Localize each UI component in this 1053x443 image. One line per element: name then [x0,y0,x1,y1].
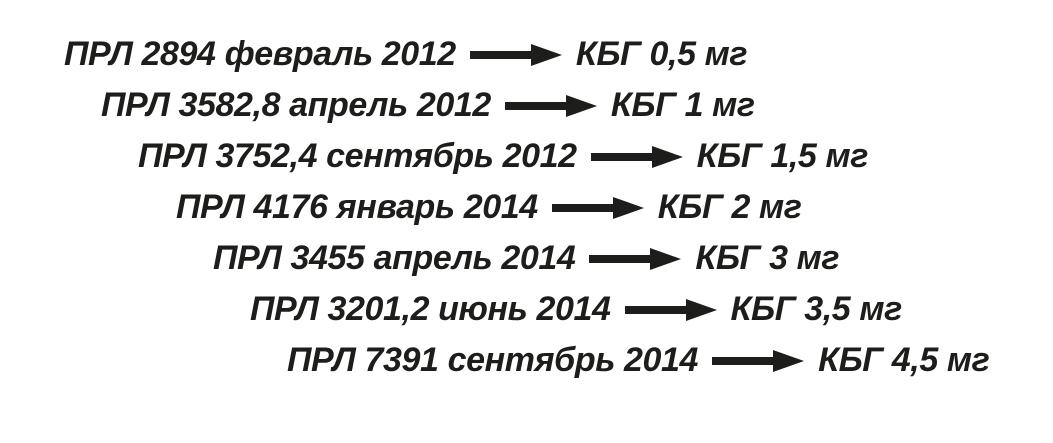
right-arrow-icon [712,349,805,372]
therapy-step-row: ПРЛ 2894 февраль 2012 КБГ 0,5 мг [64,28,1053,79]
therapy-step-row: ПРЛ 7391 сентябрь 2014 КБГ 4,5 мг [287,334,1053,385]
right-arrow-icon [589,247,682,270]
therapy-step-row: ПРЛ 4176 январь 2014 КБГ 2 мг [176,181,1053,232]
kbg-dose-label: КБГ 3,5 мг [730,289,903,328]
kbg-dose-label: КБГ 4,5 мг [818,340,990,379]
right-arrow-icon [551,196,644,219]
kbg-dose-label: КБГ 3 мг [695,238,840,277]
prl-label: ПРЛ 4176 январь 2014 [176,187,538,226]
prl-kbg-timeline: ПРЛ 2894 февраль 2012 КБГ 0,5 мг ПРЛ 358… [64,28,1053,385]
therapy-step-row: ПРЛ 3201,2 июнь 2014 КБГ 3,5 мг [250,283,1053,334]
therapy-step-row: ПРЛ 3752,4 сентябрь 2012 КБГ 1,5 мг [138,130,1053,181]
kbg-dose-label: КБГ 1 мг [610,85,755,124]
kbg-dose-label: КБГ 0,5 мг [575,34,748,73]
therapy-step-row: ПРЛ 3455 апрель 2014 КБГ 3 мг [213,232,1053,283]
prl-label: ПРЛ 2894 февраль 2012 [64,34,456,73]
right-arrow-icon [469,43,562,66]
kbg-dose-label: КБГ 1,5 мг [696,136,869,175]
kbg-dose-label: КБГ 2 мг [657,187,802,226]
prl-label: ПРЛ 3582,8 апрель 2012 [101,85,491,124]
right-arrow-icon [504,94,597,117]
right-arrow-icon [590,145,683,168]
prl-label: ПРЛ 3201,2 июнь 2014 [250,289,611,328]
prl-label: ПРЛ 3752,4 сентябрь 2012 [138,136,577,175]
prl-label: ПРЛ 3455 апрель 2014 [213,238,576,277]
therapy-step-row: ПРЛ 3582,8 апрель 2012 КБГ 1 мг [101,79,1053,130]
prl-label: ПРЛ 7391 сентябрь 2014 [287,340,699,379]
right-arrow-icon [624,298,717,321]
